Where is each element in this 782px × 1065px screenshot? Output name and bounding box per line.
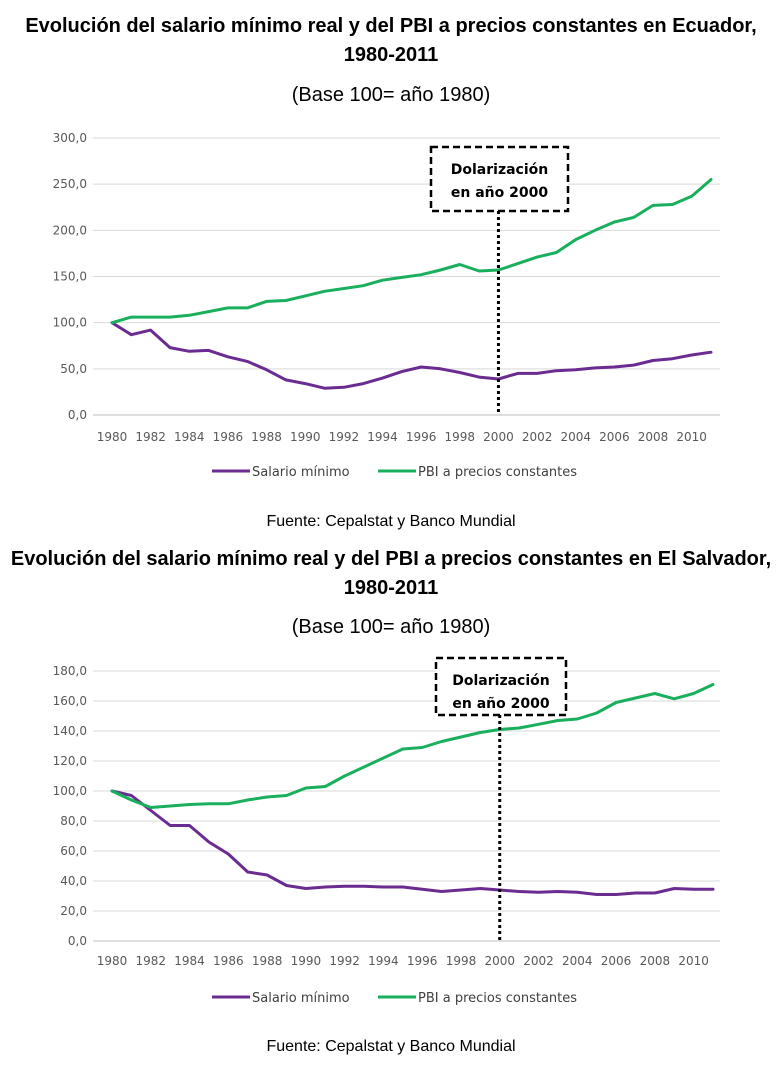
x-tick-label: 1998 <box>445 430 476 444</box>
y-tick-label: 20,0 <box>60 904 87 918</box>
legend-label: PBI a precios constantes <box>418 465 577 480</box>
y-tick-label: 150,0 <box>53 270 87 284</box>
x-tick-label: 2010 <box>678 954 709 968</box>
series-line-salario-minimo <box>110 321 713 390</box>
annotation-text: en año 2000 <box>452 696 549 712</box>
x-tick-label: 2006 <box>599 430 630 444</box>
series-line-pbi <box>110 178 713 325</box>
x-tick-label: 2000 <box>483 430 514 444</box>
y-tick-label: 120,0 <box>53 754 87 768</box>
legend-label: Salario mínimo <box>252 991 350 1006</box>
x-tick-label: 1988 <box>251 430 282 444</box>
x-tick-label: 2008 <box>638 430 669 444</box>
x-tick-label: 1982 <box>135 430 166 444</box>
x-tick-label: 2002 <box>523 954 554 968</box>
y-tick-label: 160,0 <box>53 694 87 708</box>
annotation-text: Dolarización <box>452 673 549 689</box>
annotation-text: Dolarización <box>451 162 548 178</box>
x-tick-label: 1990 <box>291 954 322 968</box>
x-tick-label: 1982 <box>136 954 167 968</box>
y-tick-label: 100,0 <box>53 784 87 798</box>
x-tick-label: 1996 <box>406 430 437 444</box>
y-tick-label: 80,0 <box>60 814 87 828</box>
y-tick-label: 50,0 <box>60 362 87 376</box>
x-tick-label: 1980 <box>97 954 128 968</box>
y-tick-label: 300,0 <box>53 131 87 145</box>
x-tick-label: 1986 <box>213 430 244 444</box>
x-tick-label: 1992 <box>329 954 360 968</box>
y-tick-label: 100,0 <box>53 316 87 330</box>
x-tick-label: 1994 <box>368 954 399 968</box>
x-tick-label: 1994 <box>367 430 398 444</box>
y-tick-label: 0,0 <box>68 934 87 948</box>
x-tick-label: 2004 <box>562 954 593 968</box>
legend-label: Salario mínimo <box>252 465 350 480</box>
x-tick-label: 2010 <box>676 430 707 444</box>
series-line-pbi <box>110 683 715 809</box>
y-tick-label: 140,0 <box>53 724 87 738</box>
y-tick-label: 0,0 <box>68 408 87 422</box>
x-tick-label: 1986 <box>213 954 244 968</box>
x-tick-label: 2000 <box>484 954 515 968</box>
x-tick-label: 2006 <box>601 954 632 968</box>
chart-source: Fuente: Cepalstat y Banco Mundial <box>266 1038 516 1055</box>
x-tick-label: 1990 <box>290 430 321 444</box>
y-tick-label: 180,0 <box>53 664 87 678</box>
y-tick-label: 40,0 <box>60 874 87 888</box>
x-tick-label: 1992 <box>329 430 360 444</box>
x-tick-label: 1996 <box>407 954 438 968</box>
x-tick-label: 1984 <box>174 430 205 444</box>
series-line-salario-minimo <box>110 789 715 896</box>
x-tick-label: 2004 <box>560 430 591 444</box>
x-tick-label: 1988 <box>252 954 283 968</box>
x-tick-label: 1998 <box>446 954 477 968</box>
chart-title: Evolución del salario mínimo real y del … <box>25 15 757 66</box>
chart-subtitle: (Base 100= año 1980) <box>291 84 491 106</box>
x-tick-label: 1984 <box>174 954 205 968</box>
x-tick-label: 2008 <box>640 954 671 968</box>
chart-subtitle: (Base 100= año 1980) <box>291 616 491 638</box>
x-tick-label: 1980 <box>97 430 128 444</box>
annotation-text: en año 2000 <box>451 185 548 201</box>
x-tick-label: 2002 <box>522 430 553 444</box>
chart-title: Evolución del salario mínimo real y del … <box>10 548 772 599</box>
y-tick-label: 200,0 <box>53 223 87 237</box>
chart-source: Fuente: Cepalstat y Banco Mundial <box>266 513 516 530</box>
annotation-box <box>434 656 568 717</box>
y-tick-label: 250,0 <box>53 177 87 191</box>
line-chart-ecuador: 0,0 50,0 100,0 150,0 200,0 250,0 300,0 1980 1982… <box>53 131 720 480</box>
legend-label: PBI a precios constantes <box>418 991 577 1006</box>
y-tick-label: 60,0 <box>60 844 87 858</box>
annotation-box <box>429 145 570 213</box>
